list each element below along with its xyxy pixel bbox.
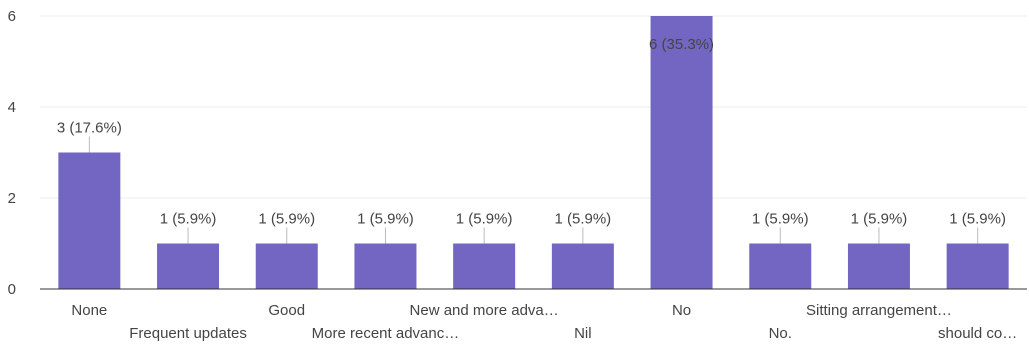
data-label: 1 (5.9%) bbox=[258, 211, 315, 228]
y-tick-label: 4 bbox=[8, 99, 16, 116]
data-label: 1 (5.9%) bbox=[554, 211, 611, 228]
bar bbox=[551, 243, 614, 289]
category-labels: None Frequent updates Good More recent adva… bbox=[71, 302, 1017, 342]
category-label: Sitting arrangement… bbox=[806, 302, 952, 319]
category-label: Good bbox=[268, 302, 305, 319]
y-tick-label: 2 bbox=[8, 190, 16, 207]
data-label: 1 (5.9%) bbox=[456, 211, 513, 228]
category-label: No bbox=[672, 302, 691, 319]
bar bbox=[354, 243, 417, 289]
y-axis-ticks: 0 2 4 6 bbox=[8, 8, 16, 298]
bar bbox=[58, 152, 121, 289]
label-leaders bbox=[88, 136, 979, 244]
category-label: Frequent updates bbox=[129, 325, 247, 342]
data-label: 1 (5.9%) bbox=[752, 211, 809, 228]
bar bbox=[946, 243, 1009, 289]
category-label: Nil bbox=[574, 325, 592, 342]
gridlines bbox=[40, 15, 1027, 199]
data-label: 1 (5.9%) bbox=[160, 211, 217, 228]
data-label: 3 (17.6%) bbox=[57, 120, 122, 137]
y-tick-label: 0 bbox=[8, 281, 16, 298]
data-label: 1 (5.9%) bbox=[851, 211, 908, 228]
bar bbox=[749, 243, 812, 289]
data-label: 1 (5.9%) bbox=[949, 211, 1006, 228]
bar bbox=[453, 243, 516, 289]
data-label: 1 (5.9%) bbox=[357, 211, 414, 228]
bar bbox=[847, 243, 910, 289]
bars bbox=[58, 16, 1009, 289]
data-label: 6 (35.3%) bbox=[649, 36, 714, 53]
category-label: No. bbox=[769, 325, 792, 342]
data-labels: 3 (17.6%) 1 (5.9%) 1 (5.9%) 1 (5.9%) 1 (5.9%… bbox=[57, 36, 1006, 228]
bar bbox=[255, 243, 318, 289]
bar bbox=[650, 16, 713, 289]
category-label: should co… bbox=[938, 325, 1017, 342]
category-label: New and more adva… bbox=[410, 302, 559, 319]
bar bbox=[157, 243, 220, 289]
y-tick-label: 6 bbox=[8, 8, 16, 25]
category-label: None bbox=[71, 302, 107, 319]
category-label: More recent advanc… bbox=[312, 325, 460, 342]
